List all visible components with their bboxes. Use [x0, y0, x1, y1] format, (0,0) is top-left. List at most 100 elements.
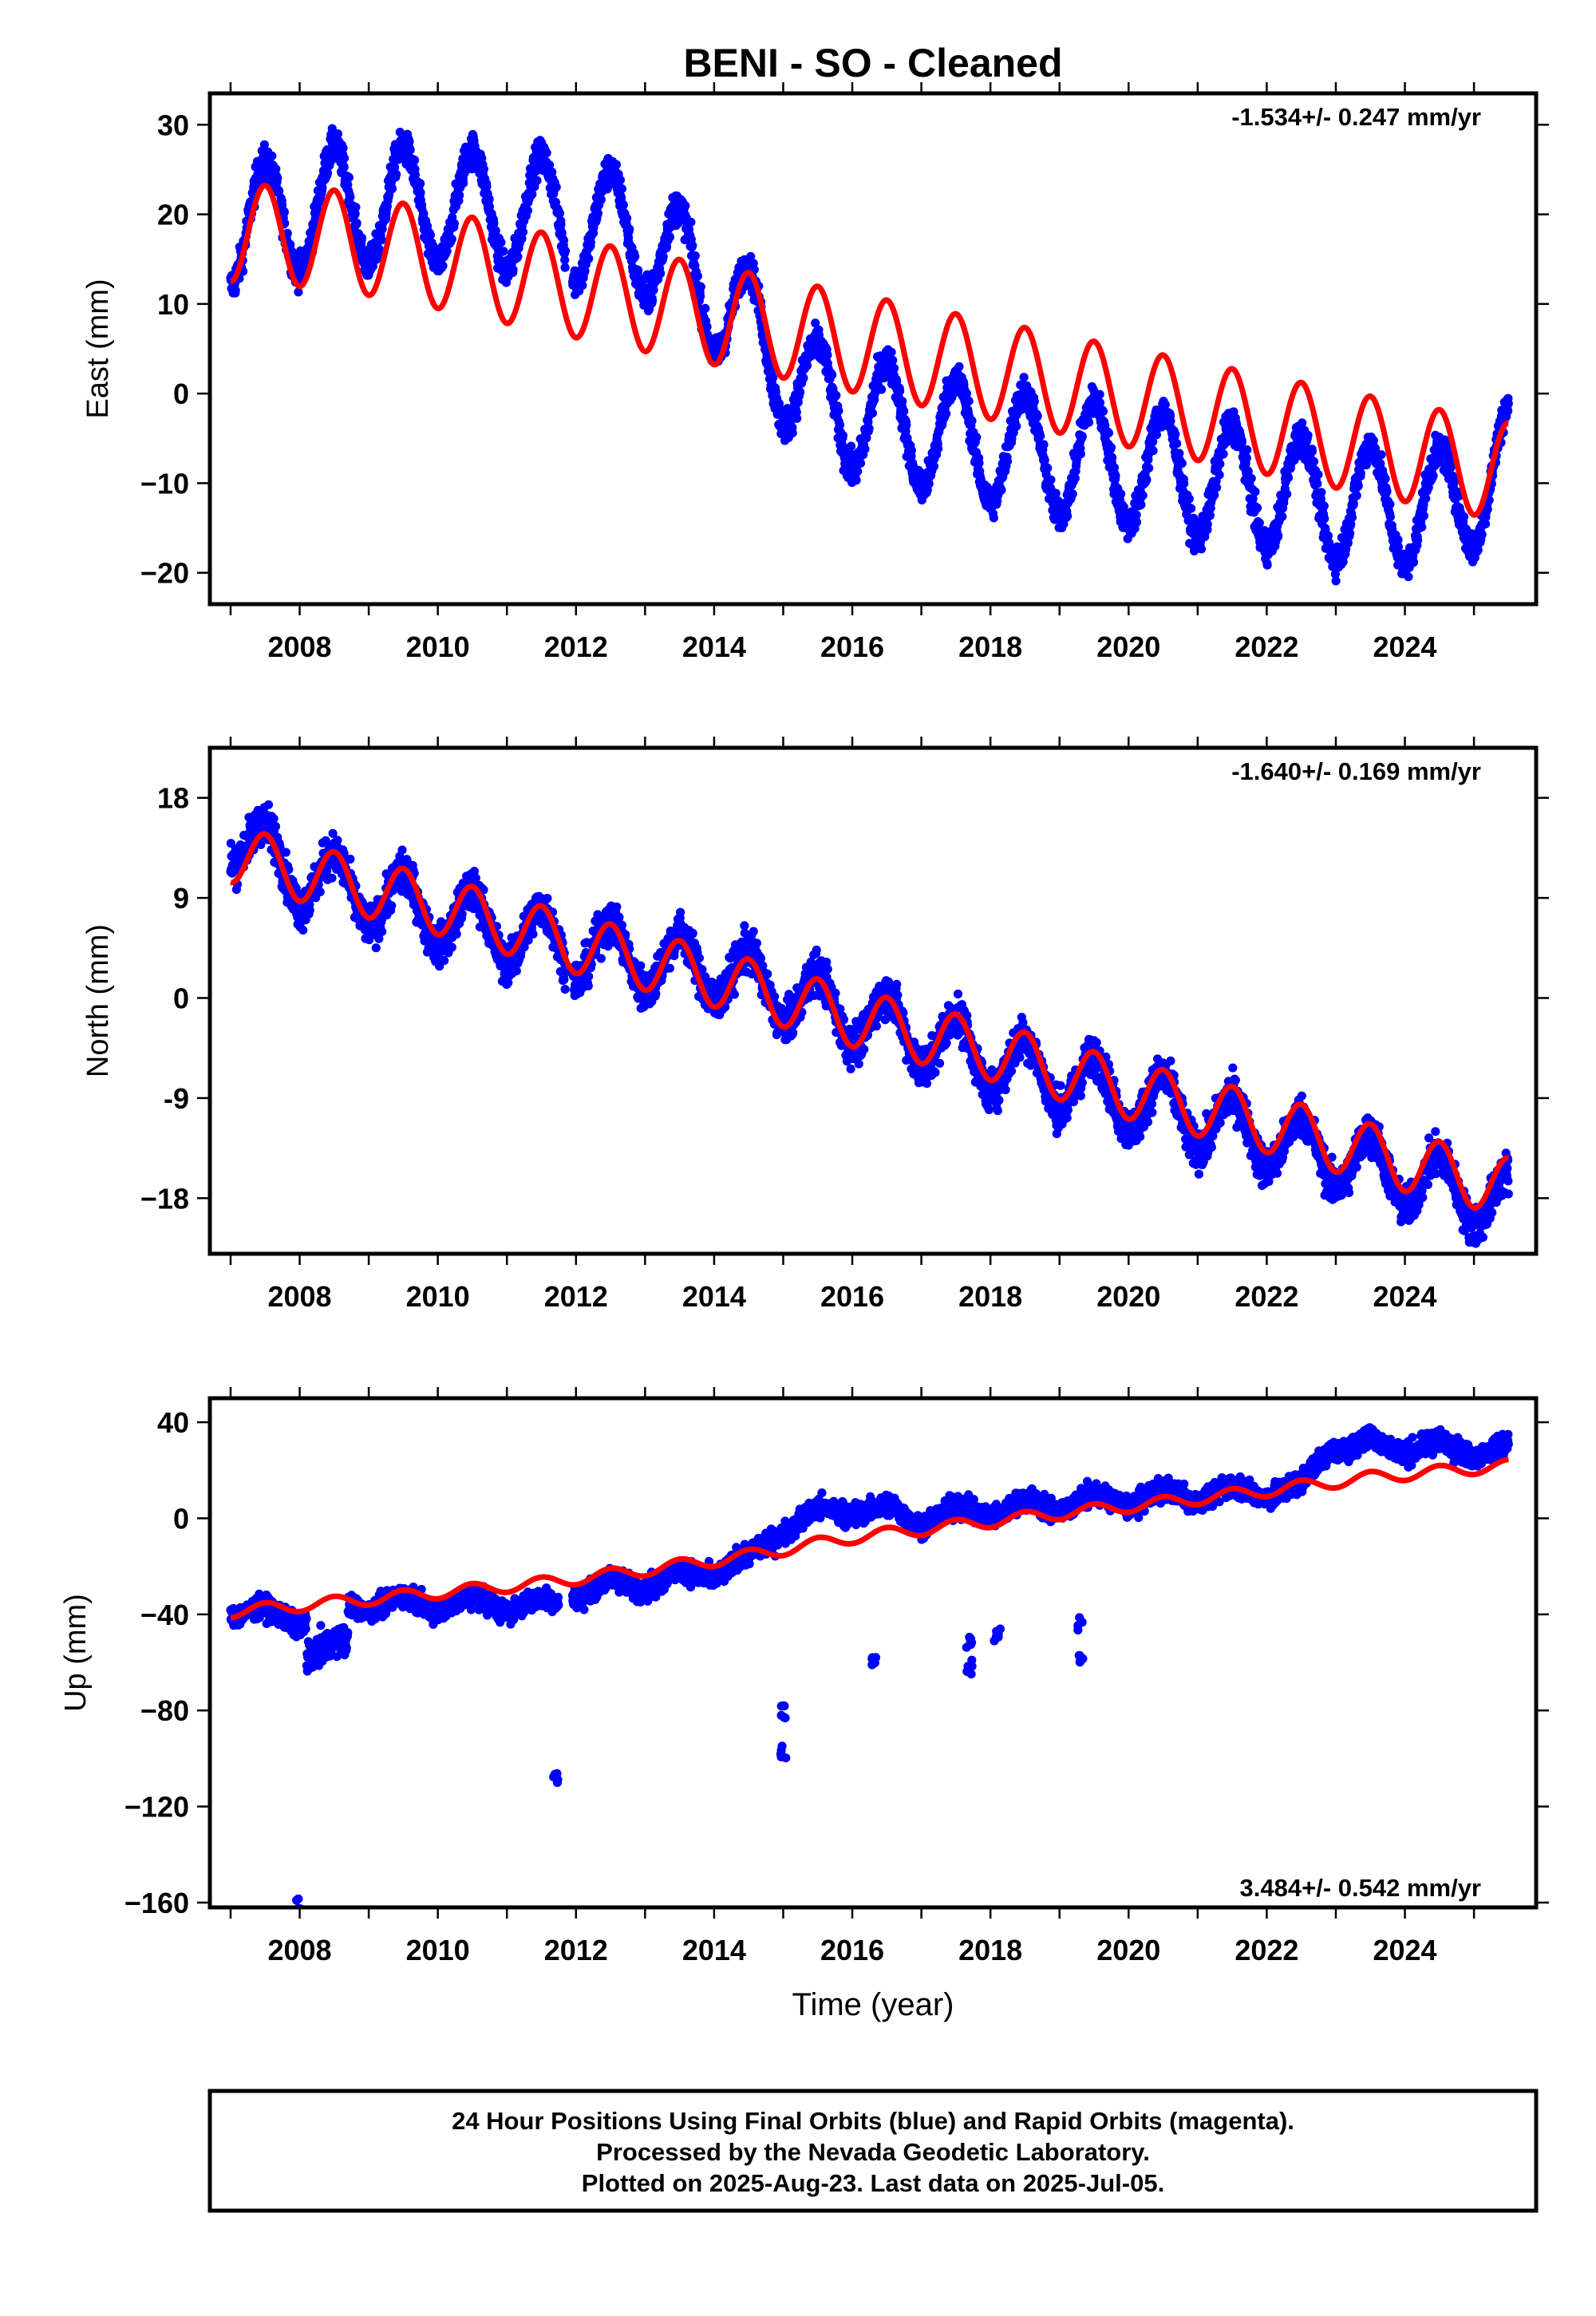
observation-point — [1274, 531, 1283, 540]
observation-point — [823, 350, 832, 360]
observation-point — [1278, 512, 1287, 521]
observation-point — [298, 925, 308, 935]
observation-point — [1460, 512, 1469, 522]
observation-point — [1205, 511, 1215, 520]
observation-point — [898, 397, 907, 406]
observation-point — [387, 184, 397, 194]
observation-point — [390, 163, 400, 172]
observation-point — [1381, 474, 1390, 484]
observation-point — [1253, 503, 1262, 512]
observation-point — [1043, 464, 1053, 473]
observation-point — [929, 461, 939, 471]
observation-point — [377, 927, 387, 936]
observation-point — [1483, 504, 1492, 514]
observation-point — [282, 228, 292, 238]
observation-point — [1142, 475, 1152, 484]
x-tick-label: 2018 — [958, 630, 1022, 663]
observation-point — [387, 901, 397, 911]
y-tick-label: −20 — [140, 557, 189, 590]
observation-point — [611, 160, 622, 169]
observation-point — [1503, 399, 1513, 409]
y-tick-label: 0 — [173, 377, 189, 410]
observation-point — [974, 458, 984, 468]
observation-point — [1203, 520, 1212, 529]
observation-point — [746, 251, 756, 261]
observation-point — [1356, 468, 1365, 478]
observation-point — [895, 386, 905, 396]
observation-point — [416, 188, 425, 197]
observation-point — [322, 168, 333, 178]
observation-point — [649, 285, 658, 294]
observation-point — [1046, 475, 1056, 484]
observation-point — [1036, 431, 1045, 441]
observation-point — [377, 235, 386, 245]
y-tick-label: 20 — [157, 199, 189, 231]
observation-point — [350, 209, 360, 219]
observation-point — [1417, 522, 1427, 532]
chart-title: BENI - SO - Cleaned — [683, 41, 1062, 85]
observation-point — [1243, 467, 1253, 476]
observation-point — [702, 322, 712, 332]
observation-point — [658, 252, 668, 262]
observation-point — [899, 406, 909, 416]
observation-point — [1317, 488, 1326, 497]
observation-point — [834, 406, 843, 416]
observation-point — [1051, 488, 1061, 498]
observation-point — [269, 814, 279, 824]
observation-point — [416, 179, 425, 188]
observation-point — [279, 207, 289, 217]
observation-point — [333, 129, 342, 139]
observation-point — [351, 203, 361, 212]
panels-group: 2008 2010 2012 2014 2016 2018 2020 2022 20243020… — [59, 82, 1549, 1966]
observation-point — [281, 848, 290, 857]
observation-point — [1349, 499, 1358, 509]
observation-point — [315, 887, 325, 897]
observation-point — [559, 235, 569, 245]
observation-point — [802, 361, 812, 370]
observation-point — [1242, 453, 1251, 463]
observation-point — [964, 397, 974, 406]
observation-point — [877, 385, 887, 394]
observation-point — [508, 265, 518, 275]
observation-point — [273, 173, 282, 183]
observation-point — [271, 164, 281, 174]
observation-point — [1132, 517, 1142, 527]
observation-point — [855, 458, 866, 468]
observation-point — [1095, 398, 1105, 408]
observation-point — [1098, 406, 1108, 416]
observation-point — [688, 241, 697, 251]
observation-point — [447, 943, 456, 952]
observation-point — [942, 409, 951, 418]
east-rate-label: -1.534+/- 0.247 mm/yr — [1231, 103, 1481, 131]
observation-point — [1262, 560, 1272, 570]
panel-east: 2008 2010 2012 2014 2016 2018 2020 2022 20243020… — [81, 82, 1549, 663]
observation-point — [1148, 437, 1158, 447]
observation-point — [1421, 494, 1431, 504]
observation-point — [447, 235, 456, 244]
observation-point — [1248, 494, 1258, 504]
observation-point — [410, 156, 420, 165]
observation-point — [887, 347, 896, 357]
observation-point — [593, 208, 603, 218]
observation-point — [1382, 487, 1392, 496]
observation-point — [634, 266, 643, 275]
observation-point — [518, 227, 528, 237]
observation-point — [459, 178, 468, 188]
observation-point — [491, 226, 500, 235]
observation-point — [902, 421, 911, 430]
observation-point — [1219, 449, 1228, 459]
observation-point — [1408, 557, 1419, 567]
observation-point — [796, 387, 805, 397]
observation-point — [851, 476, 861, 485]
observation-point — [1172, 439, 1182, 449]
observation-point — [1148, 446, 1158, 456]
observation-point — [1077, 432, 1087, 441]
observation-point — [455, 191, 464, 200]
observation-point — [286, 239, 295, 249]
observation-point — [438, 261, 448, 271]
observation-point — [1095, 389, 1104, 399]
observation-point — [551, 182, 561, 192]
observation-point — [452, 929, 461, 939]
observation-point — [1104, 429, 1113, 438]
observation-point — [1012, 421, 1021, 431]
